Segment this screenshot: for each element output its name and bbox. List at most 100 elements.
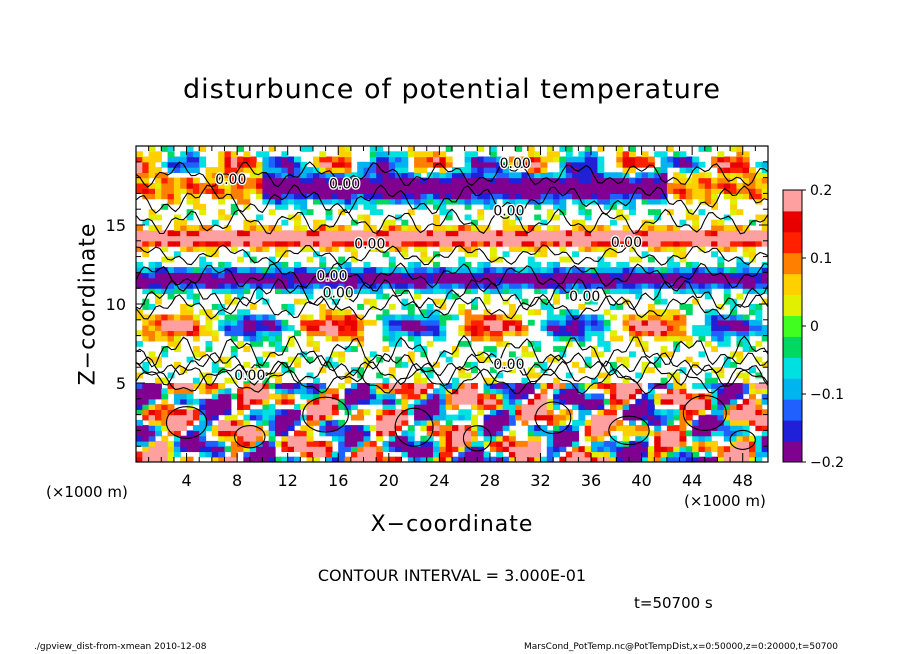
heatmap-cell bbox=[256, 151, 264, 158]
heatmap-cell bbox=[445, 188, 453, 194]
heatmap-cell bbox=[534, 282, 542, 289]
heatmap-cell bbox=[420, 177, 428, 184]
heatmap-cell bbox=[281, 288, 289, 295]
heatmap-cell bbox=[268, 419, 276, 426]
heatmap-cell bbox=[256, 288, 264, 295]
heatmap-cell bbox=[275, 419, 282, 426]
heatmap-cell bbox=[471, 430, 478, 437]
heatmap-cell bbox=[382, 293, 390, 300]
heatmap-cell bbox=[224, 330, 232, 337]
heatmap-cell bbox=[331, 193, 339, 200]
heatmap-cell bbox=[603, 277, 611, 284]
heatmap-cell bbox=[243, 393, 251, 400]
heatmap-cell bbox=[388, 256, 396, 263]
heatmap-cell bbox=[742, 330, 750, 337]
heatmap-cell bbox=[483, 398, 491, 405]
heatmap-cell bbox=[268, 330, 276, 337]
heatmap-cell bbox=[230, 161, 238, 168]
heatmap-cell bbox=[483, 288, 491, 295]
colorbar-label: 0 bbox=[810, 319, 819, 335]
heatmap-cell bbox=[363, 177, 371, 184]
heatmap-cell bbox=[249, 451, 257, 458]
heatmap-cell bbox=[673, 309, 681, 316]
heatmap-cell bbox=[186, 356, 194, 363]
heatmap-cell bbox=[155, 288, 162, 295]
heatmap-cell bbox=[616, 193, 624, 200]
heatmap-cell bbox=[281, 435, 289, 442]
heatmap-cell bbox=[723, 319, 731, 326]
heatmap-cell bbox=[565, 288, 573, 295]
heatmap-cell bbox=[230, 419, 238, 426]
heatmap-cell bbox=[489, 388, 497, 395]
heatmap-cell bbox=[167, 193, 175, 200]
heatmap-cell bbox=[262, 404, 270, 410]
heatmap-cell bbox=[635, 161, 643, 168]
heatmap-cell bbox=[433, 361, 440, 368]
heatmap-cell bbox=[426, 267, 434, 273]
heatmap-cell bbox=[698, 277, 706, 284]
heatmap-cell bbox=[565, 456, 573, 462]
colorbar-swatch bbox=[783, 315, 802, 337]
heatmap-cell bbox=[294, 203, 301, 210]
heatmap-cell bbox=[654, 225, 662, 231]
heatmap-cell bbox=[426, 451, 434, 458]
heatmap-cell bbox=[761, 277, 768, 284]
heatmap-cell bbox=[477, 225, 485, 231]
heatmap-cell bbox=[546, 188, 554, 194]
heatmap-cell bbox=[211, 361, 219, 368]
heatmap-cell bbox=[647, 414, 655, 421]
heatmap-cell bbox=[281, 151, 289, 158]
heatmap-cell bbox=[186, 235, 194, 242]
heatmap-cell bbox=[199, 267, 207, 273]
heatmap-cell bbox=[508, 272, 516, 279]
heatmap-cell bbox=[692, 261, 700, 268]
heatmap-cell bbox=[256, 177, 264, 184]
heatmap-cell bbox=[673, 425, 681, 431]
heatmap-cell bbox=[445, 288, 453, 295]
heatmap-cell bbox=[502, 225, 510, 231]
heatmap-cell bbox=[584, 272, 592, 279]
heatmap-cell bbox=[654, 330, 662, 337]
heatmap-cell bbox=[749, 167, 756, 173]
heatmap-cell bbox=[723, 225, 731, 231]
heatmap-cell bbox=[237, 277, 245, 284]
heatmap-cell bbox=[211, 446, 219, 453]
heatmap-cell bbox=[338, 277, 346, 284]
heatmap-cell bbox=[711, 319, 719, 326]
heatmap-cell bbox=[749, 256, 756, 263]
heatmap-cell bbox=[205, 346, 213, 352]
heatmap-cell bbox=[161, 230, 169, 237]
heatmap-cell bbox=[584, 156, 592, 163]
heatmap-cell bbox=[464, 267, 472, 273]
heatmap-cell bbox=[464, 319, 472, 326]
heatmap-cell bbox=[502, 235, 510, 242]
heatmap-cell bbox=[591, 440, 598, 447]
heatmap-cell bbox=[496, 425, 504, 431]
heatmap-cell bbox=[553, 451, 561, 458]
heatmap-cell bbox=[268, 272, 276, 279]
heatmap-cell bbox=[603, 288, 611, 295]
heatmap-cell bbox=[338, 188, 346, 194]
heatmap-cell bbox=[553, 446, 561, 453]
heatmap-cell bbox=[376, 388, 384, 395]
heatmap-cell bbox=[433, 393, 440, 400]
heatmap-cell bbox=[192, 435, 200, 442]
heatmap-cell bbox=[344, 198, 352, 205]
heatmap-cell bbox=[502, 193, 510, 200]
heatmap-cell bbox=[591, 377, 598, 384]
heatmap-cell bbox=[553, 440, 561, 447]
heatmap-cell bbox=[515, 225, 523, 231]
heatmap-cell bbox=[142, 156, 150, 163]
heatmap-cell bbox=[173, 435, 181, 442]
heatmap-cell bbox=[363, 409, 371, 416]
heatmap-cell bbox=[521, 193, 529, 200]
heatmap-cell bbox=[205, 398, 213, 405]
heatmap-cell bbox=[230, 440, 238, 447]
heatmap-cell bbox=[723, 240, 731, 247]
heatmap-cell bbox=[237, 256, 245, 263]
heatmap-cell bbox=[742, 419, 750, 426]
heatmap-cell bbox=[464, 167, 472, 173]
contour-lines bbox=[136, 161, 768, 452]
heatmap-cell bbox=[205, 251, 213, 258]
heatmap-cell bbox=[635, 177, 643, 184]
